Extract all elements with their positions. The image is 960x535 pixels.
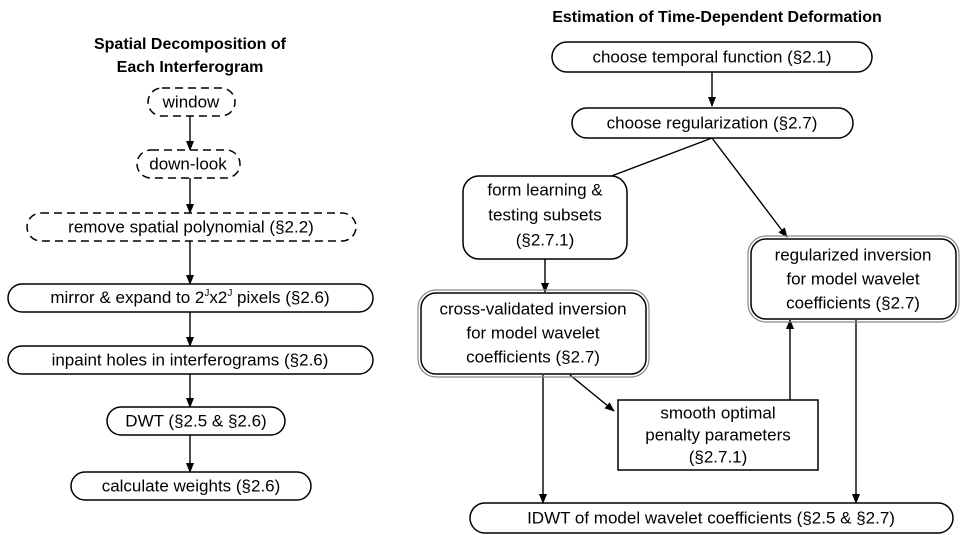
node-label: mirror & expand to 2Jx2J pixels (§2.6) — [50, 288, 329, 308]
label-part: pixels (§2.6) — [232, 288, 329, 307]
node-label: for model wavelet — [786, 269, 920, 288]
node — [750, 238, 957, 320]
node — [420, 292, 647, 375]
node — [571, 107, 854, 139]
node — [26, 212, 357, 242]
node-label: down-look — [149, 154, 227, 173]
arrows — [186, 72, 860, 504]
left-title: Spatial Decomposition of — [94, 36, 287, 53]
node-label: window — [162, 92, 220, 111]
node-label: inpaint holes in interferograms (§2.6) — [52, 350, 329, 369]
node — [136, 149, 241, 179]
node-label: coefficients (§2.7) — [786, 293, 920, 312]
node-label: for model wavelet — [466, 323, 600, 342]
node — [7, 283, 374, 313]
node-label: (§2.7.1) — [689, 447, 748, 466]
node-label: testing subsets — [488, 205, 601, 224]
node-outline — [747, 235, 960, 323]
node-label: IDWT of model wavelet coefficients (§2.5… — [527, 508, 895, 527]
label-sup: J — [227, 288, 232, 299]
label-part: x2 — [209, 288, 227, 307]
node — [469, 502, 954, 534]
node-outline — [417, 289, 650, 378]
label-sup: J — [204, 288, 209, 299]
node — [617, 399, 819, 471]
label-part: mirror & expand to 2 — [50, 288, 204, 307]
node — [106, 406, 286, 436]
left-title: Each Interferogram — [117, 59, 264, 76]
right-title: Estimation of Time-Dependent Deformation — [552, 9, 882, 26]
node-label: choose temporal function (§2.1) — [592, 47, 831, 66]
node-label: coefficients (§2.7) — [466, 347, 600, 366]
node-label: (§2.7.1) — [516, 230, 575, 249]
node-label: form learning & — [487, 180, 603, 199]
node-label: regularized inversion — [775, 245, 932, 264]
node-label: penalty parameters — [645, 425, 791, 444]
node-label: cross-validated inversion — [439, 299, 626, 318]
node-label: calculate weights (§2.6) — [102, 476, 281, 495]
node — [462, 175, 628, 260]
node — [70, 471, 312, 501]
node — [7, 345, 374, 375]
node — [551, 41, 873, 73]
node-label: remove spatial polynomial (§2.2) — [68, 217, 314, 236]
node-label: DWT (§2.5 & §2.6) — [125, 411, 266, 430]
node — [147, 87, 236, 117]
node-label: choose regularization (§2.7) — [607, 113, 818, 132]
node-label: smooth optimal — [660, 403, 775, 422]
